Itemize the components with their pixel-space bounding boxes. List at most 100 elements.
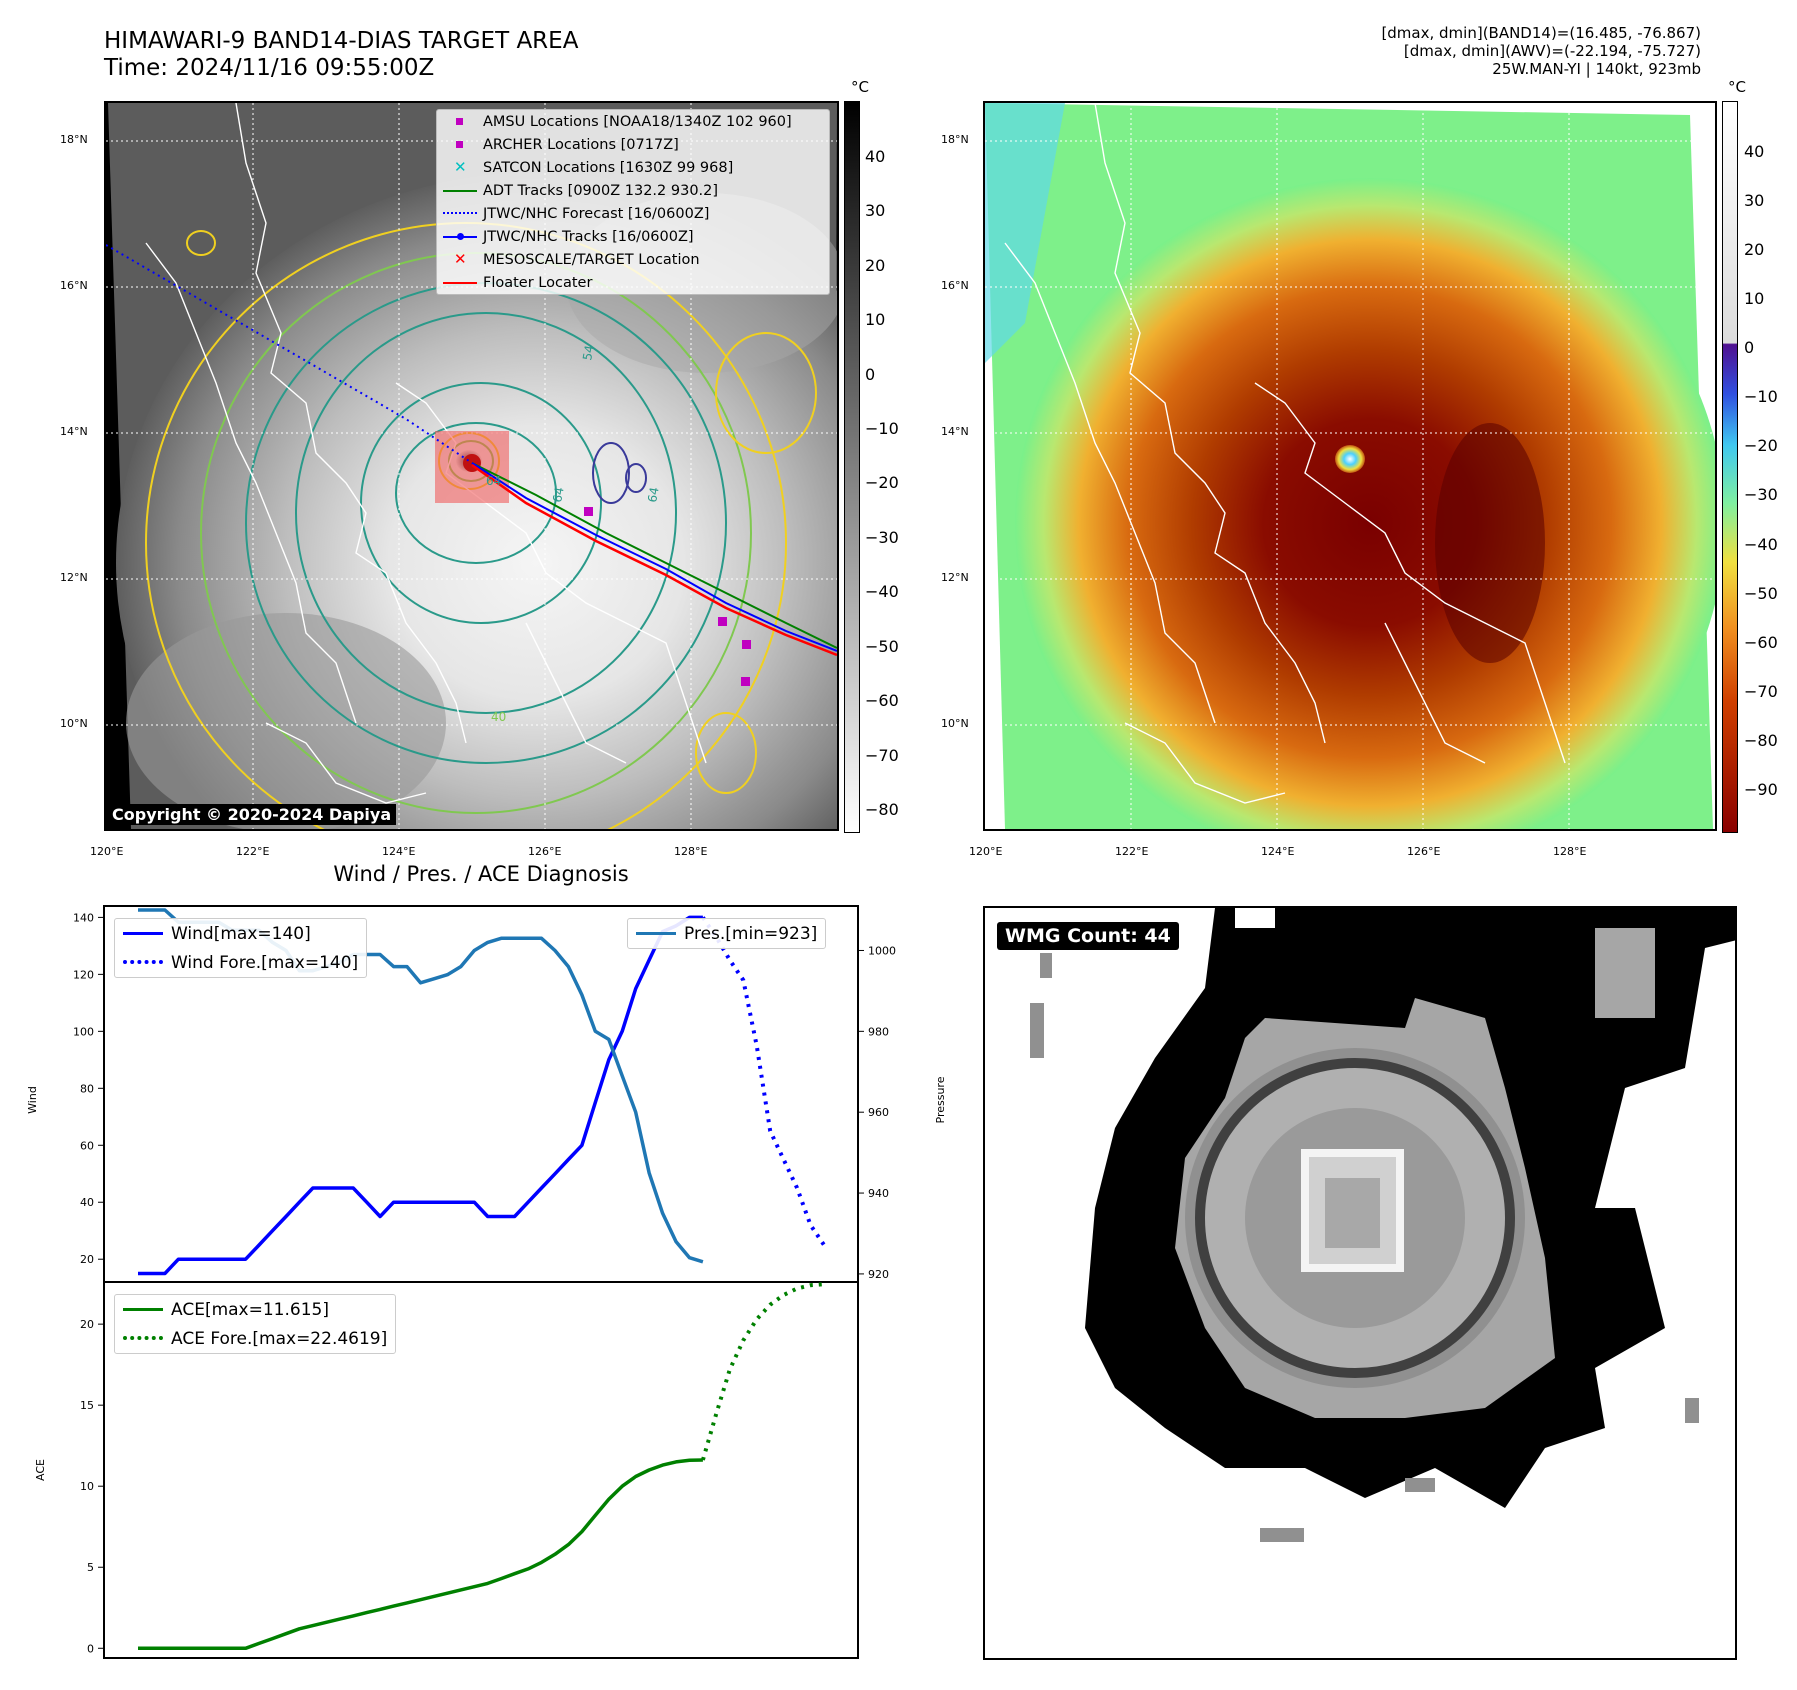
jtwc-track bbox=[471, 462, 837, 652]
lat-tick: 14°N bbox=[941, 425, 969, 438]
line-icon bbox=[123, 932, 163, 935]
ace-forecast-legend-entry: ACE Fore.[max=22.4619] bbox=[115, 1324, 395, 1353]
legend-entry-jtwc: JTWC/NHC Tracks [16/0600Z] bbox=[437, 225, 829, 248]
wind-tick-label: 120 bbox=[73, 968, 94, 981]
lat-tick: 10°N bbox=[941, 717, 969, 730]
ir-cb-tick: 20 bbox=[865, 256, 886, 275]
pressure-tick-label: 940 bbox=[868, 1187, 889, 1200]
legend-entry-forecast: JTWC/NHC Forecast [16/0600Z] bbox=[437, 202, 829, 225]
wind-tick-label: 20 bbox=[80, 1253, 94, 1266]
line-icon bbox=[636, 932, 676, 935]
enh-lat-ticks: 18°N 16°N 14°N 12°N 10°N bbox=[941, 101, 981, 831]
line-icon bbox=[443, 190, 477, 192]
wmg-canvas bbox=[985, 908, 1735, 1658]
dotted-line-icon bbox=[443, 212, 477, 214]
enh-cb-tick: −20 bbox=[1744, 436, 1778, 455]
figure-title: HIMAWARI-9 BAND14-DIAS TARGET AREA Time:… bbox=[104, 28, 578, 82]
enh-cb-tick: 30 bbox=[1744, 191, 1765, 210]
lat-tick: 12°N bbox=[941, 571, 969, 584]
enhanced-coastlines bbox=[1004, 103, 1566, 804]
wmg-fragment bbox=[1260, 1528, 1304, 1542]
wind-tick-label: 60 bbox=[80, 1139, 94, 1152]
x-marker-icon: ✕ bbox=[454, 250, 467, 268]
wind-tick-label: 140 bbox=[73, 911, 94, 924]
stats-line-2: [dmax, dmin](AWV)=(-22.194, -75.727) bbox=[1403, 42, 1701, 60]
ir-cb-tick: −20 bbox=[865, 473, 899, 492]
wind-axis-ticks: 140 120 100 80 60 40 20 bbox=[73, 911, 104, 1266]
line-icon bbox=[123, 1308, 163, 1311]
ir-colorbar-ticks: 40 30 20 10 0 −10 −20 −30 −40 −50 −60 −7… bbox=[865, 101, 925, 831]
lon-tick: 124°E bbox=[382, 845, 416, 858]
diag-charts: 140 120 100 80 60 40 20 1000 980 960 940 920 20 15 1… bbox=[0, 900, 980, 1680]
wmg-fragment bbox=[1685, 1398, 1699, 1423]
enhanced-colorbar-unit: °C bbox=[1728, 78, 1746, 96]
wmg-count-badge: WMG Count: 44 bbox=[997, 922, 1179, 950]
archer-marker bbox=[741, 677, 750, 686]
ace-forecast-series-line bbox=[700, 1282, 825, 1461]
lon-tick: 124°E bbox=[1261, 845, 1295, 858]
stats-line-3: 25W.MAN-YI | 140kt, 923mb bbox=[1492, 60, 1701, 78]
cold-sector bbox=[985, 103, 1065, 363]
enhanced-storm bbox=[1015, 178, 1715, 829]
title-line-2: Time: 2024/11/16 09:55:00Z bbox=[104, 55, 435, 81]
pressure-axis-ticks: 1000 980 960 940 920 bbox=[858, 944, 896, 1281]
ir-cb-tick: −60 bbox=[865, 691, 899, 710]
legend-entry-satcon: ✕ SATCON Locations [1630Z 99 968] bbox=[454, 158, 734, 176]
wmg-fragment bbox=[1405, 1478, 1435, 1492]
contour-label: 64 bbox=[550, 486, 566, 503]
copyright-label: Copyright © 2020-2024 Dapiya bbox=[107, 804, 397, 825]
lon-tick: 120°E bbox=[90, 845, 124, 858]
ir-cb-tick: −70 bbox=[865, 746, 899, 765]
line-icon bbox=[443, 282, 477, 284]
pressure-axis-label: Pressure bbox=[934, 1076, 947, 1123]
legend-entry-amsu: AMSU Locations [NOAA18/1340Z 102 960] bbox=[437, 110, 829, 133]
wmg-patch bbox=[1595, 928, 1655, 1018]
ace-series-line bbox=[138, 1458, 703, 1651]
enhanced-map-canvas bbox=[985, 103, 1715, 829]
lat-tick: 14°N bbox=[60, 425, 88, 438]
floater-track bbox=[471, 463, 837, 657]
ace-legend: ACE[max=11.615] ACE Fore.[max=22.4619] bbox=[114, 1294, 397, 1354]
ir-cb-tick: −30 bbox=[865, 528, 899, 547]
ir-legend: AMSU Locations [NOAA18/1340Z 102 960] AR… bbox=[436, 109, 830, 295]
pressure-tick-label: 980 bbox=[868, 1025, 889, 1038]
ir-cb-tick: −80 bbox=[865, 800, 899, 819]
lat-tick: 12°N bbox=[60, 571, 88, 584]
lon-tick: 120°E bbox=[969, 845, 1003, 858]
enh-cb-tick: 0 bbox=[1744, 338, 1755, 357]
ace-tick-label: 10 bbox=[80, 1480, 94, 1493]
ace-axis-ticks: 20 15 10 5 0 bbox=[80, 1318, 104, 1655]
enhanced-gridlines bbox=[985, 103, 1715, 829]
wind-series-line bbox=[138, 915, 703, 1276]
contour-label: 64 bbox=[645, 486, 661, 503]
lat-tick: 16°N bbox=[60, 279, 88, 292]
cloud-band bbox=[126, 613, 446, 829]
pressure-tick-label: 920 bbox=[868, 1268, 889, 1281]
stats-line-1: [dmax, dmin](BAND14)=(16.485, -76.867) bbox=[1381, 24, 1701, 42]
contours-purple bbox=[592, 442, 647, 504]
enh-cb-tick: −80 bbox=[1744, 731, 1778, 750]
ir-cb-tick: −10 bbox=[865, 419, 899, 438]
ir-colorbar bbox=[844, 101, 860, 833]
wind-tick-label: 100 bbox=[73, 1025, 94, 1038]
wmg-fragment bbox=[1040, 953, 1052, 978]
cold-tops bbox=[1435, 423, 1545, 663]
lat-tick: 10°N bbox=[60, 717, 88, 730]
enh-cb-tick: −10 bbox=[1744, 387, 1778, 406]
dotted-line-icon bbox=[123, 1336, 163, 1340]
forecast-track bbox=[106, 244, 473, 464]
enh-cb-tick: −90 bbox=[1744, 780, 1778, 799]
enhanced-map-panel bbox=[983, 101, 1717, 831]
ace-tick-label: 15 bbox=[80, 1399, 94, 1412]
enh-cb-tick: −40 bbox=[1744, 535, 1778, 554]
lat-tick: 16°N bbox=[941, 279, 969, 292]
enh-cb-tick: 40 bbox=[1744, 142, 1765, 161]
legend-entry-floater: Floater Locater bbox=[437, 271, 829, 294]
lon-tick: 122°E bbox=[1115, 845, 1149, 858]
pressure-legend-entry: Pres.[min=923] bbox=[628, 919, 825, 948]
pressure-tick-label: 1000 bbox=[868, 944, 896, 957]
dotted-line-icon bbox=[123, 960, 163, 964]
legend-entry-target: ✕ MESOSCALE/TARGET Location bbox=[454, 250, 700, 268]
wmg-eye-center bbox=[1325, 1178, 1380, 1248]
